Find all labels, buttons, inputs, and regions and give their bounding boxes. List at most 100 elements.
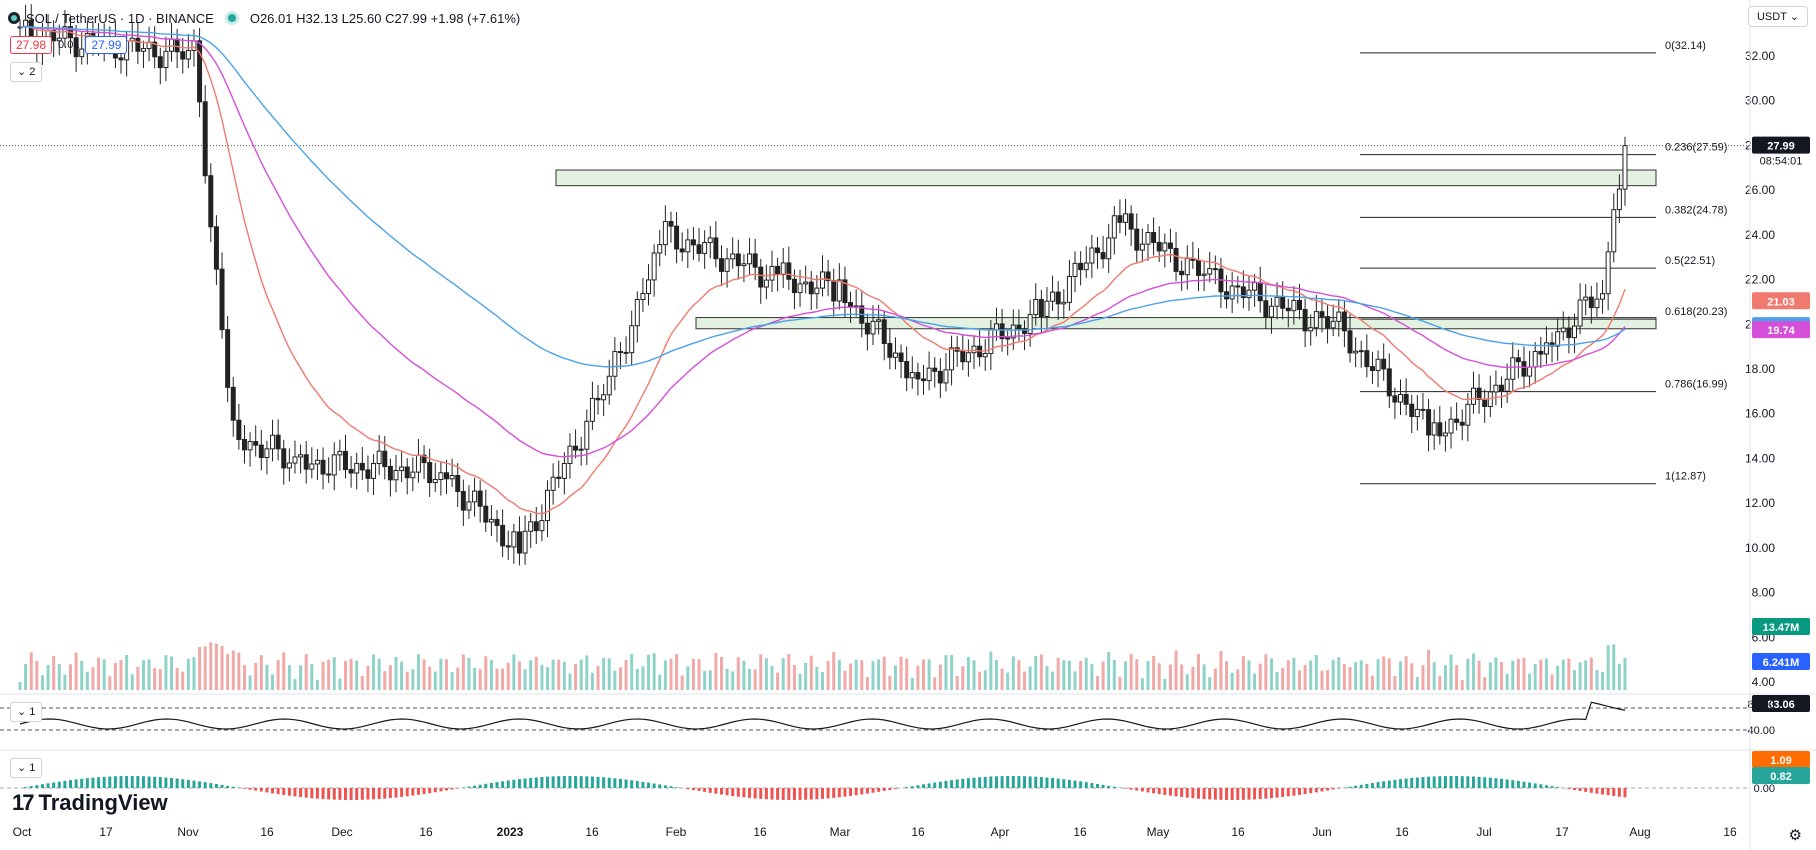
volume-bar — [1230, 672, 1234, 690]
candle-body — [1094, 247, 1100, 254]
volume-bar — [686, 666, 690, 690]
tradingview-logo[interactable]: 17 TradingView — [12, 790, 168, 816]
macd-hist-bar — [198, 781, 202, 788]
x-tick-label: Feb — [666, 825, 687, 839]
macd-hist-bar — [1494, 778, 1498, 788]
volume-bar — [820, 672, 824, 690]
volume-bar — [882, 656, 886, 690]
candle-body — [359, 462, 365, 471]
candle-body — [516, 531, 522, 554]
macd-hist-bar — [484, 783, 488, 788]
candle-body — [808, 281, 814, 295]
volume-bar — [1253, 673, 1257, 690]
macd-hist-bar — [1544, 785, 1548, 788]
candle-body — [1173, 247, 1179, 272]
volume-bar — [293, 678, 297, 690]
macd-hist-bar — [1202, 788, 1206, 800]
volume-bar — [635, 668, 639, 690]
volume-bar — [1561, 659, 1565, 690]
macd-hist-bar — [927, 783, 931, 788]
macd-hist-bar — [1337, 788, 1341, 789]
candle-body — [690, 239, 696, 246]
volume-bar — [815, 667, 819, 690]
volume-bar — [1067, 660, 1071, 690]
macd-hist-bar — [613, 778, 617, 788]
candle-body — [1134, 228, 1140, 251]
volume-bar — [80, 660, 84, 690]
volume-bar — [927, 659, 931, 690]
macd-hist-bar — [46, 783, 50, 788]
volume-bar — [675, 654, 679, 690]
volume-bar — [1382, 656, 1386, 690]
ohlc-values: O26.01 H32.13 L25.60 C27.99 +1.98 (+7.61… — [250, 11, 520, 26]
macd-hist-bar — [287, 788, 291, 796]
y-tick-label: 8.00 — [1752, 586, 1776, 600]
candle-body — [1319, 311, 1325, 318]
candle-body — [1605, 251, 1611, 295]
volume-bar — [40, 675, 44, 690]
volume-bar — [1342, 664, 1346, 690]
candle-body — [1358, 350, 1364, 353]
macd-hist-bar — [343, 788, 347, 800]
rsi-pane-toggle[interactable]: ⌄ 1 — [10, 702, 43, 722]
macd-hist-bar — [792, 788, 796, 800]
candle-body — [1538, 350, 1544, 355]
symbol-title[interactable]: SOL / TetherUS · 1D · BINANCE — [26, 10, 214, 26]
macd-hist-bar — [416, 788, 420, 795]
volume-bar — [1483, 677, 1487, 690]
macd-hist-bar — [119, 776, 123, 788]
volume-bar — [1500, 662, 1504, 690]
candle-body — [337, 450, 343, 456]
candle-body — [354, 462, 360, 474]
volume-bar — [893, 665, 897, 690]
volume-bar — [1617, 663, 1621, 690]
fib-level-label: 0.236(27.59) — [1665, 142, 1727, 154]
candle-body — [466, 501, 472, 511]
indicators-toggle[interactable]: ⌄ 2 — [10, 62, 43, 82]
volume-bar — [1017, 660, 1021, 690]
macd-pane-toggle[interactable]: ⌄ 1 — [10, 758, 43, 778]
candle-body — [73, 37, 79, 58]
macd-hist-bar — [1191, 788, 1195, 799]
macd-hist-bar — [1051, 777, 1055, 788]
candle-body — [1061, 301, 1067, 305]
candle-body — [1106, 237, 1112, 260]
macd-hist-bar — [1253, 788, 1257, 800]
candle-body — [685, 239, 691, 253]
macd-hist-bar — [602, 777, 606, 788]
macd-hist-bar — [321, 788, 325, 800]
macd-hist-bar — [1067, 779, 1071, 788]
candle-body — [1459, 421, 1465, 426]
volume-bar — [321, 661, 325, 690]
volume-bar — [1191, 666, 1195, 690]
volume-bar — [394, 656, 398, 690]
macd-hist-bar — [888, 788, 892, 790]
candle-body — [292, 456, 298, 464]
volume-bar — [1455, 664, 1459, 690]
candle-body — [1263, 300, 1269, 318]
candle-body — [427, 462, 433, 484]
volume-bar — [989, 651, 993, 690]
currency-selector[interactable]: USDT ⌄ — [1747, 6, 1808, 27]
candle-body — [556, 476, 562, 479]
macd-hist-bar — [546, 776, 550, 788]
gear-icon[interactable]: ⚙ — [1788, 827, 1802, 844]
volume-bar — [1539, 659, 1543, 690]
macd-hist-bar — [1432, 776, 1436, 788]
volume-bar — [175, 667, 179, 690]
macd-hist-bar — [209, 783, 213, 788]
candle-body — [573, 445, 579, 451]
candle-body — [1448, 418, 1454, 434]
macd-hist-bar — [1331, 788, 1335, 790]
macd-hist-bar — [411, 788, 415, 796]
x-tick-label: 16 — [1395, 825, 1409, 839]
bid-price[interactable]: 27.98 — [10, 36, 53, 54]
ask-price[interactable]: 27.99 — [85, 36, 128, 54]
volume-bar — [1073, 671, 1077, 690]
candle-body — [657, 244, 663, 254]
macd-hist-bar — [355, 788, 359, 800]
volume-bar — [360, 676, 364, 690]
candle-body — [1403, 394, 1409, 405]
candle-body — [668, 221, 674, 227]
